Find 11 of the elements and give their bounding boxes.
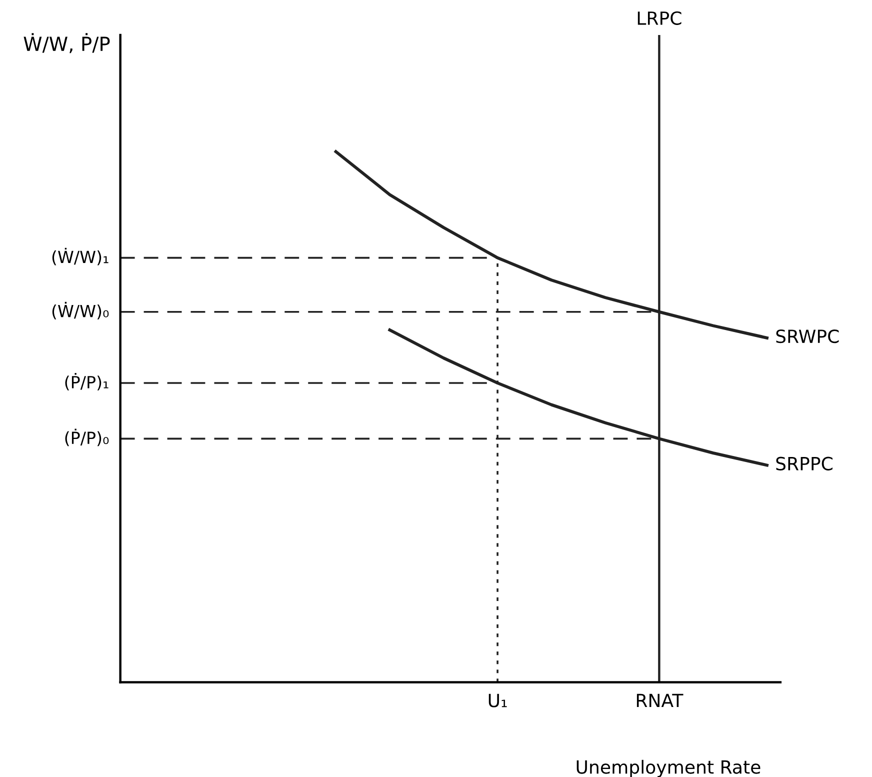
series-label: (Ṗ/P)₁ [65, 373, 108, 390]
series-label: SRPPC [776, 456, 832, 470]
series-label: SRWPC [776, 329, 839, 344]
x-tick-label: RNAT [636, 694, 684, 708]
series-label: (Ẇ/W)₀ [52, 302, 109, 320]
ref-line-label: LRPC [638, 11, 682, 25]
text: Ẇ/W, Ṗ/P [24, 33, 110, 54]
series-label: (Ẇ/W)₁ [52, 248, 108, 266]
x-tick-label: U₁ [488, 694, 507, 708]
series-label: (Ṗ/P)₀ [65, 428, 109, 446]
x-axis-title: Unemployment Rate [576, 760, 760, 777]
